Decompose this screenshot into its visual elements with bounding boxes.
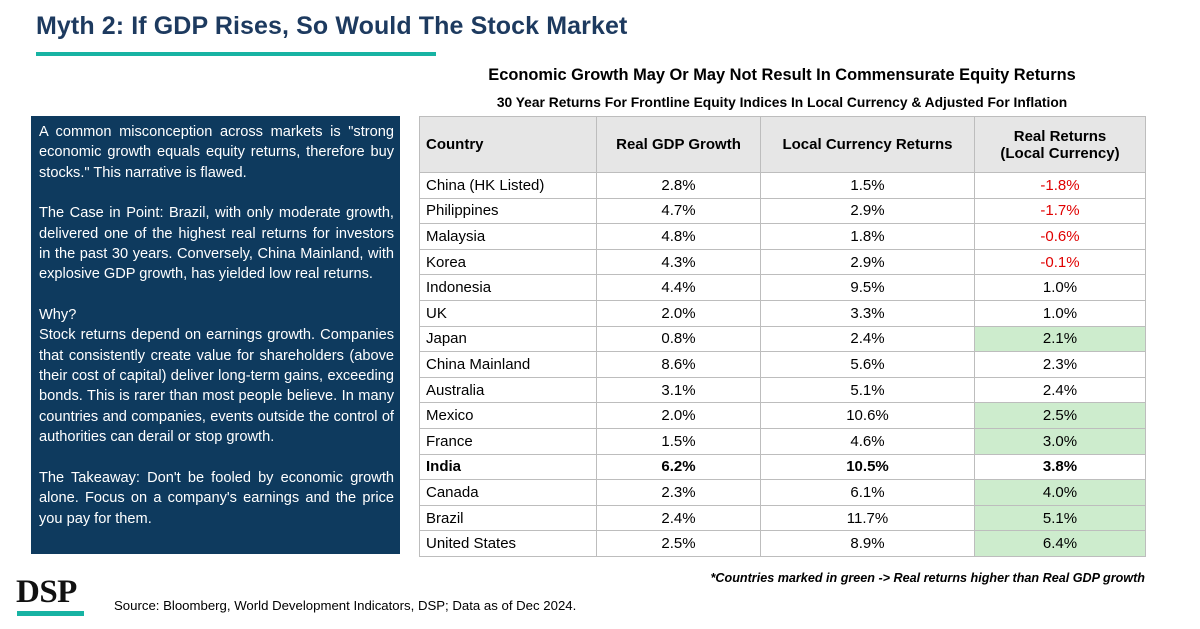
cell-local-currency-returns: 3.3% — [760, 299, 975, 327]
table-subtitle: 30 Year Returns For Frontline Equity Ind… — [496, 95, 1068, 110]
cell-real-returns: 2.4% — [974, 376, 1146, 404]
table-row: Brazil 2.4% 11.7% 5.1% — [419, 504, 1146, 532]
cell-country: France — [419, 427, 597, 455]
cell-real-returns: 1.0% — [974, 299, 1146, 327]
cell-real-returns: 6.4% — [974, 530, 1146, 557]
cell-country: UK — [419, 299, 597, 327]
cell-local-currency-returns: 6.1% — [760, 479, 975, 506]
table-row: Mexico 2.0% 10.6% 2.5% — [419, 402, 1146, 429]
table-row: Japan 0.8% 2.4% 2.1% — [419, 325, 1146, 353]
table-row: Australia 3.1% 5.1% 2.4% — [419, 376, 1146, 404]
header-country: Country — [419, 116, 597, 173]
explanation-panel: A common misconception across markets is… — [31, 116, 400, 554]
cell-real-gdp-growth: 4.3% — [596, 248, 761, 276]
table-row: China (HK Listed) 2.8% 1.5% -1.8% — [419, 172, 1146, 199]
cell-real-returns: -1.7% — [974, 197, 1146, 225]
cell-real-returns: 3.8% — [974, 453, 1146, 481]
cell-real-gdp-growth: 4.7% — [596, 197, 761, 225]
paragraph-case-in-point: The Case in Point: Brazil, with only mod… — [39, 205, 394, 283]
cell-local-currency-returns: 5.1% — [760, 376, 975, 404]
table-title: Economic Growth May Or May Not Result In… — [488, 66, 1076, 84]
cell-country: Canada — [419, 479, 597, 506]
footnote: *Countries marked in green -> Real retur… — [710, 571, 1145, 585]
cell-country: Brazil — [419, 504, 597, 532]
cell-real-gdp-growth: 2.4% — [596, 504, 761, 532]
header-real-returns: Real Returns (Local Currency) — [974, 116, 1146, 173]
logo-underline — [17, 611, 84, 616]
table-row: United States 2.5% 8.9% 6.4% — [419, 530, 1146, 557]
table-row: Indonesia 4.4% 9.5% 1.0% — [419, 274, 1146, 301]
cell-local-currency-returns: 1.8% — [760, 223, 975, 250]
cell-country: India — [419, 453, 597, 481]
table-row: France 1.5% 4.6% 3.0% — [419, 427, 1146, 455]
cell-local-currency-returns: 4.6% — [760, 427, 975, 455]
table-row: Malaysia 4.8% 1.8% -0.6% — [419, 223, 1146, 250]
cell-country: Australia — [419, 376, 597, 404]
header-real-returns-line1: Real Returns — [1013, 127, 1107, 145]
cell-real-returns: 3.0% — [974, 427, 1146, 455]
cell-real-gdp-growth: 2.0% — [596, 299, 761, 327]
table-row: Korea 4.3% 2.9% -0.1% — [419, 248, 1146, 276]
cell-local-currency-returns: 2.9% — [760, 248, 975, 276]
table-header-row: Country Real GDP Growth Local Currency R… — [419, 116, 1146, 173]
cell-local-currency-returns: 9.5% — [760, 274, 975, 301]
cell-country: United States — [419, 530, 597, 557]
cell-real-returns: 5.1% — [974, 504, 1146, 532]
paragraph-misconception: A common misconception across markets is… — [39, 124, 394, 181]
cell-local-currency-returns: 5.6% — [760, 351, 975, 378]
cell-real-returns: 2.1% — [974, 325, 1146, 353]
cell-country: Indonesia — [419, 274, 597, 301]
cell-real-gdp-growth: 2.3% — [596, 479, 761, 506]
table-row: UK 2.0% 3.3% 1.0% — [419, 299, 1146, 327]
cell-real-gdp-growth: 2.5% — [596, 530, 761, 557]
cell-real-returns: -1.8% — [974, 172, 1146, 199]
cell-real-gdp-growth: 0.8% — [596, 325, 761, 353]
cell-real-returns: 4.0% — [974, 479, 1146, 506]
cell-real-gdp-growth: 4.8% — [596, 223, 761, 250]
cell-country: Philippines — [419, 197, 597, 225]
cell-real-gdp-growth: 1.5% — [596, 427, 761, 455]
table-row: Philippines 4.7% 2.9% -1.7% — [419, 197, 1146, 225]
cell-real-returns: 2.5% — [974, 402, 1146, 429]
table-row: Canada 2.3% 6.1% 4.0% — [419, 479, 1146, 506]
cell-country: Japan — [419, 325, 597, 353]
header-real-returns-line2: (Local Currency) — [1000, 144, 1120, 162]
source-note: Source: Bloomberg, World Development Ind… — [114, 598, 577, 613]
cell-local-currency-returns: 10.5% — [760, 453, 975, 481]
header-local-currency-returns: Local Currency Returns — [760, 116, 975, 173]
table-row: India 6.2% 10.5% 3.8% — [419, 453, 1146, 481]
cell-local-currency-returns: 11.7% — [760, 504, 975, 532]
cell-local-currency-returns: 2.9% — [760, 197, 975, 225]
cell-real-gdp-growth: 8.6% — [596, 351, 761, 378]
cell-country: Malaysia — [419, 223, 597, 250]
cell-local-currency-returns: 1.5% — [760, 172, 975, 199]
cell-local-currency-returns: 2.4% — [760, 325, 975, 353]
cell-country: China (HK Listed) — [419, 172, 597, 199]
paragraph-why-heading: Why? — [39, 306, 77, 323]
cell-real-gdp-growth: 2.0% — [596, 402, 761, 429]
header-real-gdp-growth: Real GDP Growth — [596, 116, 761, 173]
cell-local-currency-returns: 8.9% — [760, 530, 975, 557]
cell-real-returns: -0.6% — [974, 223, 1146, 250]
cell-real-gdp-growth: 4.4% — [596, 274, 761, 301]
dsp-logo: DSP — [16, 574, 77, 610]
cell-real-gdp-growth: 2.8% — [596, 172, 761, 199]
cell-real-gdp-growth: 3.1% — [596, 376, 761, 404]
page-title: Myth 2: If GDP Rises, So Would The Stock… — [36, 12, 628, 40]
cell-real-returns: 1.0% — [974, 274, 1146, 301]
cell-local-currency-returns: 10.6% — [760, 402, 975, 429]
cell-real-gdp-growth: 6.2% — [596, 453, 761, 481]
paragraph-why-body: Stock returns depend on earnings growth.… — [39, 327, 394, 446]
cell-country: China Mainland — [419, 351, 597, 378]
title-underline — [36, 52, 436, 56]
paragraph-takeaway: The Takeaway: Don't be fooled by economi… — [39, 469, 394, 527]
cell-country: Korea — [419, 248, 597, 276]
returns-table: Country Real GDP Growth Local Currency R… — [419, 116, 1146, 557]
cell-real-returns: -0.1% — [974, 248, 1146, 276]
cell-real-returns: 2.3% — [974, 351, 1146, 378]
table-row: China Mainland 8.6% 5.6% 2.3% — [419, 351, 1146, 378]
cell-country: Mexico — [419, 402, 597, 429]
